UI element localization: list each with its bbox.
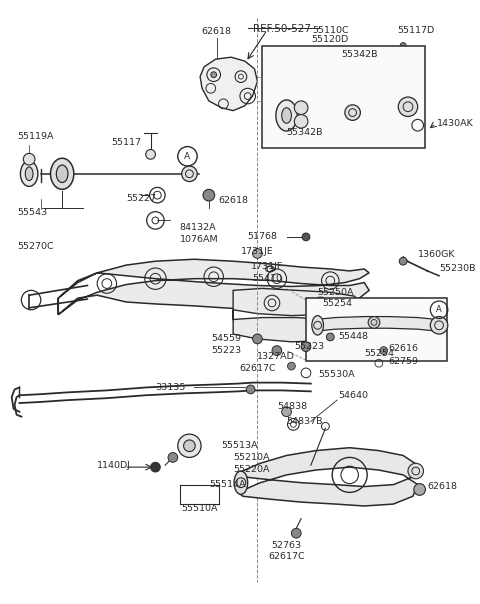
Text: 54559: 54559	[211, 335, 241, 344]
Text: 62618: 62618	[218, 196, 249, 205]
Text: 1731JF: 1731JF	[251, 262, 283, 271]
Circle shape	[398, 97, 418, 117]
Text: 55117: 55117	[111, 138, 141, 147]
Text: 1731JE: 1731JE	[241, 247, 274, 256]
Text: 55513A: 55513A	[221, 442, 258, 450]
Text: 54640: 54640	[338, 391, 368, 400]
Ellipse shape	[56, 165, 68, 182]
Circle shape	[399, 257, 407, 265]
Circle shape	[151, 462, 160, 472]
Text: A: A	[184, 152, 191, 161]
Ellipse shape	[25, 167, 33, 181]
Circle shape	[294, 101, 308, 115]
Text: 1360GK: 1360GK	[418, 250, 455, 259]
Text: 55270C: 55270C	[17, 242, 54, 251]
Text: 55510A: 55510A	[181, 504, 217, 513]
Ellipse shape	[20, 161, 38, 187]
Circle shape	[345, 105, 360, 120]
Circle shape	[302, 233, 310, 241]
Circle shape	[252, 249, 262, 259]
Text: 55254: 55254	[364, 349, 394, 358]
Circle shape	[400, 43, 406, 48]
Text: 1327AD: 1327AD	[257, 352, 295, 361]
Text: 55227: 55227	[126, 193, 156, 202]
Text: 55530A: 55530A	[319, 370, 355, 379]
Circle shape	[24, 153, 35, 165]
Text: 55230B: 55230B	[439, 265, 476, 274]
Text: 55342B: 55342B	[341, 50, 378, 59]
Text: 55220A: 55220A	[233, 464, 270, 474]
Circle shape	[414, 484, 425, 495]
Bar	[306, 298, 447, 361]
Text: 55210A: 55210A	[233, 453, 270, 462]
Polygon shape	[316, 316, 437, 331]
Circle shape	[252, 334, 262, 344]
Text: 55223: 55223	[294, 342, 324, 351]
Text: 33135: 33135	[155, 383, 185, 392]
Text: 1140DJ: 1140DJ	[97, 461, 131, 470]
Circle shape	[183, 440, 195, 452]
Text: 55119A: 55119A	[17, 132, 54, 141]
Text: 1430AK: 1430AK	[437, 119, 474, 128]
Text: 55250A: 55250A	[317, 288, 353, 297]
Text: 55514A: 55514A	[209, 480, 245, 489]
Text: 62759: 62759	[388, 357, 419, 366]
Polygon shape	[58, 259, 369, 315]
Circle shape	[408, 463, 423, 479]
Text: 55543: 55543	[17, 208, 48, 217]
Ellipse shape	[276, 100, 297, 131]
Polygon shape	[238, 448, 418, 506]
Ellipse shape	[312, 316, 324, 335]
Bar	[262, 45, 425, 147]
Text: 62618: 62618	[202, 27, 232, 36]
Circle shape	[368, 316, 380, 328]
Text: 62617C: 62617C	[268, 552, 305, 561]
Text: 54837B: 54837B	[287, 417, 323, 426]
Circle shape	[291, 528, 301, 538]
Polygon shape	[200, 57, 257, 111]
Text: 51768: 51768	[247, 233, 277, 242]
Text: 62617C: 62617C	[239, 364, 276, 373]
Circle shape	[211, 72, 216, 77]
Circle shape	[168, 452, 178, 462]
Text: 55110C: 55110C	[312, 25, 348, 34]
Text: 62616: 62616	[388, 344, 419, 353]
Circle shape	[203, 189, 215, 201]
Circle shape	[146, 150, 156, 159]
Text: REF.50-527: REF.50-527	[252, 24, 311, 34]
Text: 55117D: 55117D	[397, 25, 434, 34]
Text: 84132A: 84132A	[180, 223, 216, 232]
Text: A: A	[436, 305, 442, 314]
Text: 62618: 62618	[427, 482, 457, 491]
Polygon shape	[301, 96, 408, 124]
Circle shape	[246, 385, 255, 394]
Circle shape	[301, 342, 311, 352]
Ellipse shape	[234, 471, 248, 494]
Text: 55448: 55448	[338, 332, 368, 341]
Text: 55223: 55223	[211, 346, 241, 355]
Circle shape	[326, 333, 334, 341]
Text: 55254: 55254	[323, 300, 352, 309]
Circle shape	[430, 316, 448, 334]
Circle shape	[380, 347, 387, 355]
Ellipse shape	[282, 108, 291, 123]
Ellipse shape	[50, 158, 74, 189]
Polygon shape	[233, 288, 360, 342]
Circle shape	[294, 115, 308, 128]
Circle shape	[181, 166, 197, 182]
Circle shape	[272, 345, 282, 355]
Text: 52763: 52763	[272, 541, 301, 550]
Text: 55410: 55410	[252, 274, 283, 283]
Text: 1076AM: 1076AM	[180, 236, 218, 245]
Circle shape	[288, 362, 295, 370]
Circle shape	[282, 407, 291, 417]
Circle shape	[178, 434, 201, 457]
Text: 55342B: 55342B	[287, 129, 323, 138]
Text: 55120D: 55120D	[312, 35, 349, 44]
Text: 54838: 54838	[277, 402, 307, 411]
